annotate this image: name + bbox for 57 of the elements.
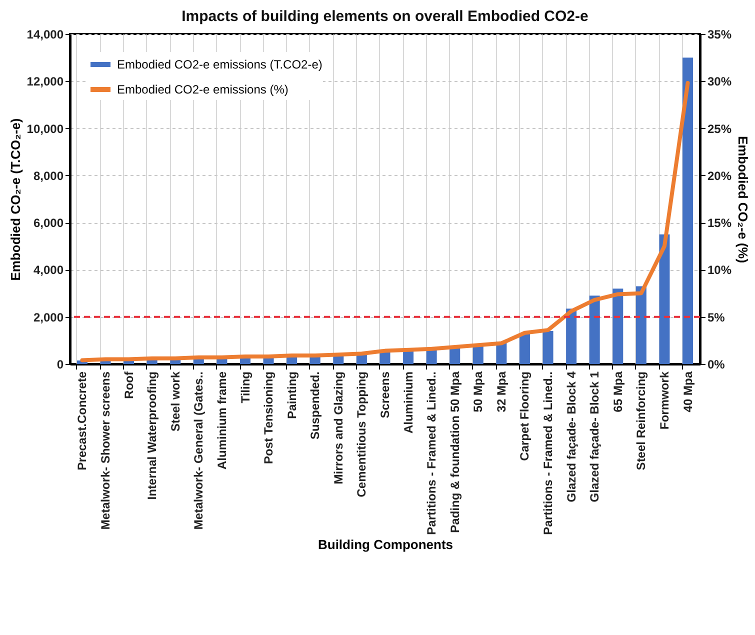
x-tick-label: Roof [122,370,136,399]
y-tick-label: 4,000 [33,263,64,278]
legend-label: Embodied CO2-e emissions (%) [117,82,288,96]
y2-tick-label: 10% [708,263,732,278]
line-series [80,81,690,362]
bar [542,331,554,364]
bar [636,286,646,364]
y2-tick-label: 35% [708,28,732,42]
y-tick-label: 8,000 [33,168,64,183]
x-tick-label: Post Tensioning [262,372,276,464]
y2-tick-label: 0% [708,358,726,372]
x-tick-label: Screens [378,371,392,418]
x-tick-label: Partitions - Framed & Lined.. [424,372,439,535]
chart-title: Impacts of building elements on overall Embodied CO2-e [182,8,588,25]
x-tick-label: Mirrors and Glazing [331,372,346,484]
x-tick-label: Aluminium frame [214,371,229,470]
y-tick-label: 6,000 [33,216,64,230]
x-tick-label: Glazed façade- Block 4 [564,371,578,502]
y2-axis-title: Embodied CO₂-e (%) [736,136,751,264]
x-tick-label: Formwork [657,371,672,430]
x-tick-label: Aluminium [401,372,416,434]
legend-label: Embodied CO2-e emissions (T.CO2-e) [117,58,322,72]
y-tick-label: 12,000 [26,74,64,89]
y-tick-label: 14,000 [26,28,64,42]
y-tick-label: 0 [56,358,64,372]
y-tick-label: 10,000 [26,122,64,136]
x-tick-label: Glazed façade- Block 1 [588,371,602,502]
y-axis-title: Embodied CO₂-e (T.CO₂-e) [8,118,23,281]
y2-tick-label: 15% [708,216,732,230]
x-tick-label: 32 Mpa [494,371,508,412]
x-tick-label: Cementitious Topping [354,372,369,498]
x-tick-label: Steel work [168,371,182,432]
x-axis-title: Building Components [318,536,454,552]
bar [659,234,670,364]
x-tick-label: Pading & foundation 50 Mpa [448,371,462,533]
x-tick-label: Carpet Flooring [518,372,532,461]
x-tick-label: Metalwork- General (Gates.. [192,372,206,530]
y2-tick-label: 5% [708,310,726,324]
x-tick-label: Partitions - Framed & Lined.. [541,372,556,535]
bar [612,288,624,364]
x-tick-label: Metalwork- Shower screens [98,371,113,530]
y-tick-label: 2,000 [33,310,64,324]
bar [520,333,530,364]
x-tick-label: 40 Mpa [680,371,695,412]
y2-tick-label: 20% [708,168,732,183]
x-tick-label: Steel Reinforcing [634,372,648,470]
x-tick-label: Painting [284,372,299,419]
x-tick-label: Internal Waterproofing [145,372,160,500]
bar [589,296,600,364]
x-tick-label: 50 Mpa [471,371,486,412]
y2-tick-label: 30% [708,74,732,89]
x-tick-label: Suspended. [308,372,322,440]
bar [682,58,694,364]
x-tick-label: 65 Mpa [610,371,625,412]
x-tick-label: Precast.Concrete [75,371,90,470]
x-tick-label: Tiling [238,372,252,404]
y2-tick-label: 25% [708,122,732,136]
